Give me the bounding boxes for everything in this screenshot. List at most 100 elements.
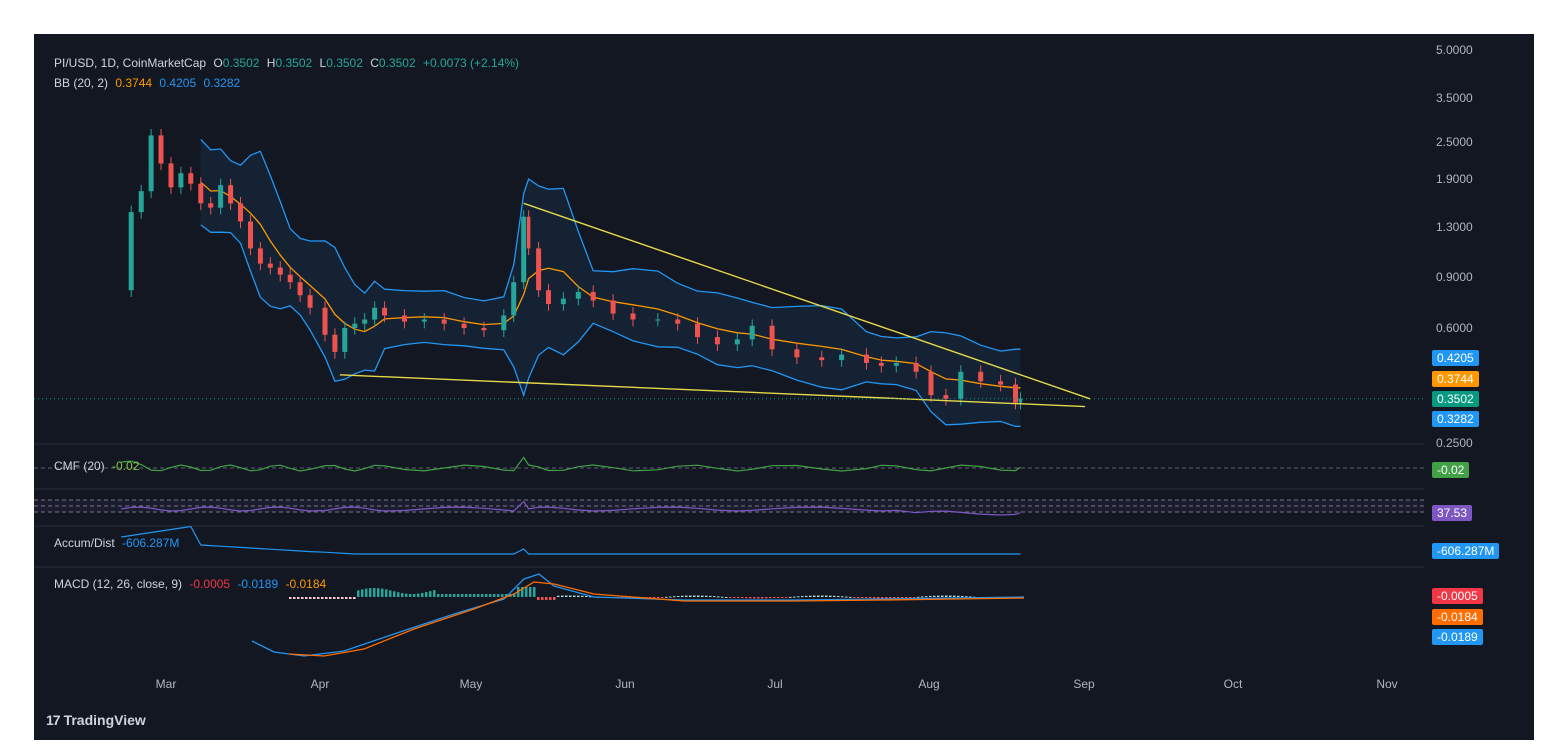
ad-value: -606.287M: [122, 536, 180, 550]
macd-bar: [869, 597, 872, 599]
rsi-badge: 37.53: [1432, 505, 1473, 521]
macd-bar: [325, 597, 328, 599]
trendline-lower: [339, 374, 1086, 408]
macd-bar: [557, 595, 560, 597]
macd-bar: [937, 595, 940, 597]
macd-bar: [409, 593, 412, 597]
candle-body: [610, 300, 616, 314]
macd-bar: [497, 594, 500, 597]
macd-bar: [801, 596, 804, 598]
open-label: O: [213, 56, 223, 70]
price-tag: 0.4205: [1432, 350, 1479, 366]
macd-bar: [757, 597, 760, 599]
month-label: Aug: [918, 677, 940, 691]
macd-bar: [949, 595, 952, 597]
macd-signal-line: [288, 581, 1025, 657]
month-label: Sep: [1073, 677, 1095, 691]
macd-bar: [845, 596, 848, 598]
macd-bar: [785, 597, 788, 598]
macd-bar: [725, 596, 728, 598]
candle-body: [208, 203, 214, 208]
candle-body: [481, 328, 487, 331]
macd-bar: [849, 596, 852, 598]
chart-canvas[interactable]: [34, 34, 1534, 740]
candle-body: [168, 163, 174, 188]
candle-body: [655, 319, 661, 321]
price-tag: 0.3282: [1432, 411, 1479, 427]
candle-body: [1013, 384, 1018, 403]
macd-bar: [545, 597, 548, 600]
price-tag: 0.3744: [1432, 371, 1479, 387]
macd-bar: [489, 594, 492, 597]
macd-bar: [861, 597, 864, 598]
macd-bar: [465, 594, 468, 597]
macd-bar: [533, 587, 536, 597]
candle-body: [1018, 398, 1023, 403]
macd-bar: [837, 596, 840, 598]
macd-bar: [833, 595, 836, 597]
tradingview-branding[interactable]: 17 TradingView: [46, 712, 146, 728]
rsi-band-fill: [34, 500, 1424, 512]
macd-bar: [897, 597, 900, 599]
macd-bar: [721, 596, 724, 598]
candle-body: [943, 395, 949, 399]
macd-bar: [429, 591, 432, 597]
macd-bar: [809, 595, 812, 597]
macd-bar: [581, 595, 584, 597]
candle-body: [277, 267, 283, 275]
candle-body: [352, 323, 358, 328]
bb-upper-value: 0.4205: [159, 76, 197, 90]
macd-bar: [825, 595, 828, 597]
macd-bar: [453, 594, 456, 597]
candle-body: [257, 248, 263, 264]
macd-bar: [425, 592, 428, 597]
macd-bar: [753, 597, 756, 599]
month-label: Apr: [310, 677, 330, 691]
macd-bar: [781, 597, 784, 598]
macd-bar: [765, 597, 768, 599]
macd-bar: [569, 595, 572, 597]
bb-band-fill: [200, 139, 1021, 427]
macd-bar: [865, 597, 868, 598]
ad-badge: -606.287M: [1432, 543, 1500, 559]
cmf-badge: -0.02: [1432, 462, 1470, 478]
candle-body: [228, 185, 234, 204]
branding-label: TradingView: [63, 712, 146, 728]
macd-bar: [777, 597, 780, 598]
price-axis-label: 1.9000: [1436, 172, 1473, 186]
candle-body: [372, 307, 378, 320]
macd-bar: [893, 597, 896, 599]
macd-bar: [313, 597, 316, 599]
month-label: May: [459, 677, 483, 691]
macd-bar: [337, 597, 340, 599]
macd-bar: [433, 590, 436, 597]
candle-body: [526, 216, 531, 249]
macd-bar: [709, 595, 712, 597]
close-label: C: [370, 56, 379, 70]
candle-body: [342, 328, 348, 352]
macd-line-value: -0.0189: [237, 577, 279, 591]
macd-bar: [405, 593, 408, 597]
macd-bar: [961, 595, 964, 597]
macd-bar: [321, 597, 324, 599]
candle-body: [575, 291, 581, 299]
month-label: Nov: [1376, 677, 1398, 691]
macd-bar: [649, 597, 652, 598]
tradingview-logo-icon: 17: [46, 712, 61, 728]
ohlc-legend: PI/USD, 1D, CoinMarketCap O0.3502 H0.350…: [54, 56, 523, 70]
chart-frame: PI/USD, 1D, CoinMarketCap O0.3502 H0.350…: [34, 34, 1534, 740]
candle-body: [794, 349, 800, 358]
macd-bar: [309, 597, 312, 599]
macd-bar: [925, 596, 928, 598]
high-label: H: [266, 56, 276, 70]
macd-bar: [857, 597, 860, 598]
macd-bar: [877, 597, 880, 599]
candle-body: [893, 362, 899, 366]
macd-bar: [933, 595, 936, 597]
macd-bar: [513, 594, 516, 597]
macd-bar: [289, 597, 292, 599]
accum-dist-line: [121, 525, 1021, 555]
macd-bar: [793, 596, 796, 598]
macd-bar: [361, 589, 364, 597]
macd-bar: [345, 597, 348, 599]
